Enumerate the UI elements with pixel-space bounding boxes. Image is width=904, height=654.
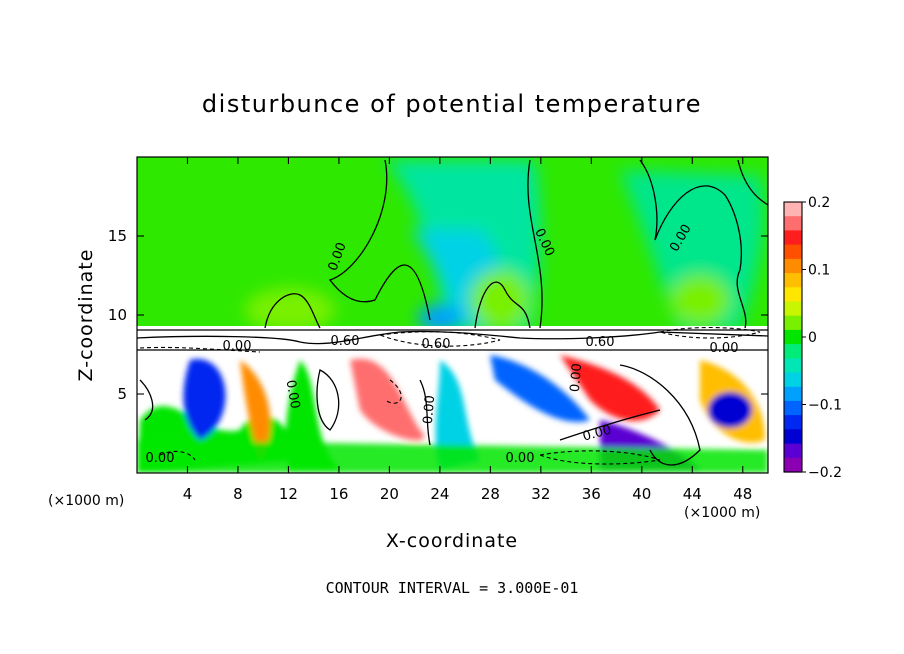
colorbar-tick-label: 0.2	[808, 195, 830, 211]
y-tick-label: 10	[108, 306, 127, 324]
x-axis: 4 8 12 16 20 24 28 32 36 40 44 48	[183, 157, 752, 503]
plot-area	[137, 157, 768, 473]
contour-label: 0.60	[331, 334, 360, 349]
x-tick-label: 36	[582, 485, 601, 503]
x-tick-label: 20	[380, 485, 399, 503]
x-tick-label: 16	[329, 485, 348, 503]
contour-labels: 0.00 0.00 0.000.00 0.000.60 0.60 0.600.00 0.00…	[146, 222, 739, 466]
colorbar-swatch	[784, 457, 802, 473]
colorbar-swatch	[784, 344, 802, 359]
contour-label: 0.00	[146, 451, 175, 466]
colorbar: 0.2 0.1 0 −0.1 −0.2	[783, 195, 842, 481]
contour-interval-note: CONTOUR INTERVAL = 3.000E-01	[326, 579, 579, 597]
colorbar-tick-label: −0.1	[808, 398, 842, 414]
y-tick-label: 5	[117, 385, 127, 403]
x-tick-label: 24	[430, 485, 449, 503]
contour-lines	[137, 159, 768, 466]
x-unit-right: (×1000 m)	[684, 505, 760, 521]
x-tick-label: 4	[183, 485, 193, 503]
contour-label: 0.00	[223, 339, 252, 354]
colorbar-tick-label: −0.2	[808, 465, 842, 481]
chart-title: disturbunce of potential temperature	[202, 90, 702, 118]
lower-field	[137, 355, 768, 473]
colorbar-swatch	[784, 258, 802, 274]
y-axis: 5 10 15	[108, 227, 768, 403]
colorbar-swatch	[784, 287, 802, 303]
colorbar-swatch	[784, 358, 802, 374]
x-tick-label: 28	[481, 485, 500, 503]
colorbar-swatch	[784, 443, 802, 459]
colorbar-swatch	[784, 372, 802, 388]
x-tick-label: 48	[733, 485, 752, 503]
colorbar-swatch	[784, 202, 802, 217]
contour-label: 0.00	[581, 423, 613, 445]
colorbar-swatch	[784, 429, 802, 445]
negative-contour-lines	[139, 326, 761, 465]
contour-label: 0.60	[586, 335, 615, 350]
colorbar-swatch	[784, 329, 802, 345]
x-tick-label: 32	[531, 485, 550, 503]
x-tick-label: 44	[683, 485, 702, 503]
colorbar-swatch	[784, 415, 802, 430]
colorbar-swatch	[784, 273, 802, 288]
colorbar-swatch	[784, 400, 802, 416]
contour-label: 0.00	[506, 451, 535, 466]
colorbar-swatch	[784, 315, 802, 331]
colorbar-swatch	[784, 244, 802, 260]
contour-label: 0.00	[283, 379, 303, 410]
contour-label: 0.00	[421, 395, 438, 425]
x-tick-label: 12	[279, 485, 298, 503]
contour-label: 0.00	[710, 341, 739, 356]
y-axis-label: Z-coordinate	[75, 249, 97, 382]
x-tick-label: 8	[233, 485, 243, 503]
colorbar-swatch	[784, 301, 802, 317]
colorbar-swatch	[784, 216, 802, 232]
x-tick-label: 40	[632, 485, 651, 503]
contour-label: 0.00	[568, 363, 585, 393]
colorbar-swatch	[784, 230, 802, 246]
colorbar-swatch	[784, 386, 802, 402]
y-tick-label: 15	[108, 227, 127, 245]
colorbar-tick-label: 0.1	[808, 263, 830, 279]
x-unit-left: (×1000 m)	[48, 493, 124, 509]
x-axis-label: X-coordinate	[386, 530, 518, 552]
contour-label: 0.60	[422, 337, 451, 352]
colorbar-tick-label: 0	[808, 330, 817, 346]
